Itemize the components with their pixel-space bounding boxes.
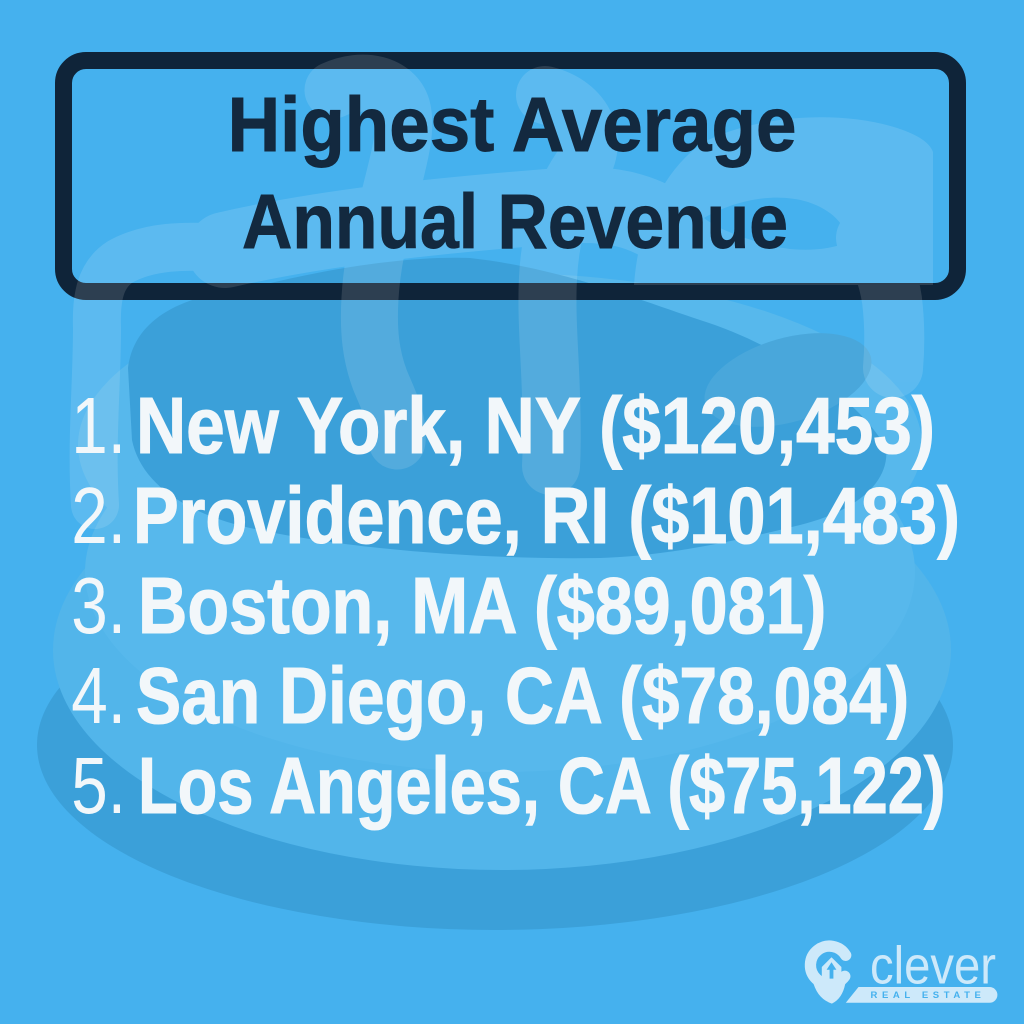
svg-text:clever: clever [870,936,996,995]
svg-text:REAL ESTATE: REAL ESTATE [871,990,986,1001]
